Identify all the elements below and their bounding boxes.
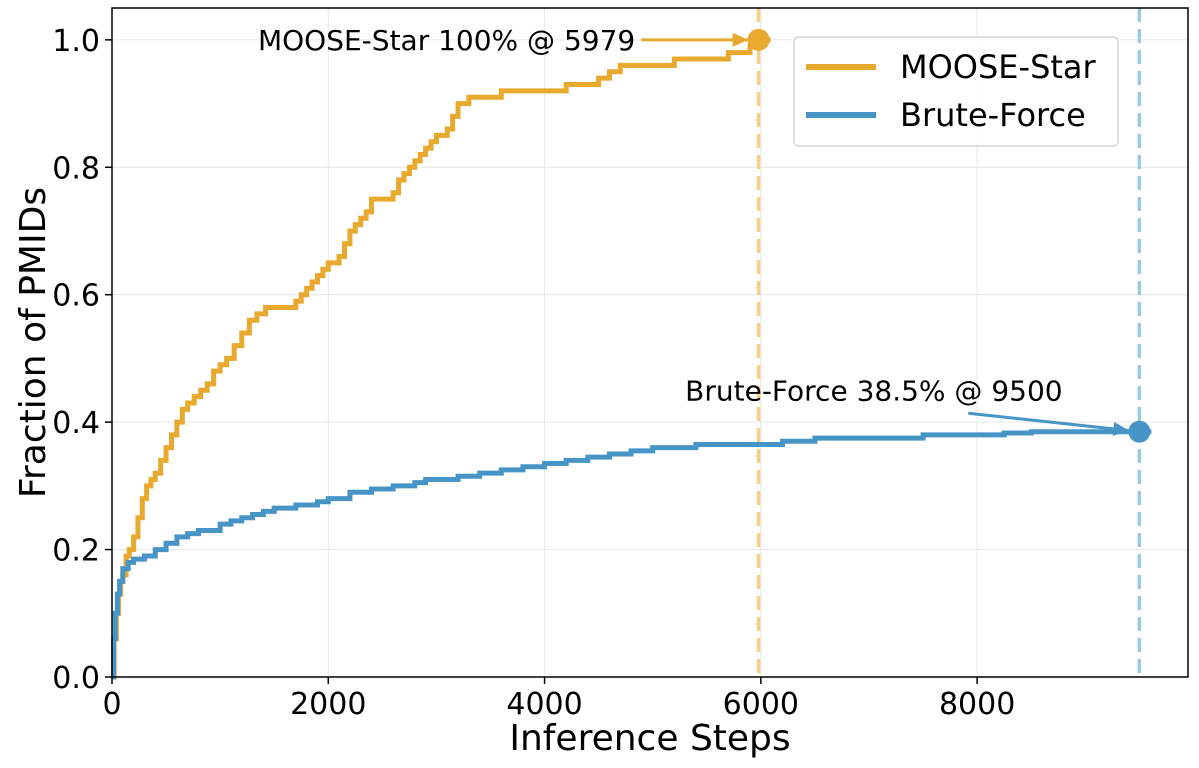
y-tick-label: 0.2 [52,534,100,569]
y-tick-label: 0.6 [52,279,100,314]
annotation-label: Brute-Force 38.5% @ 9500 [685,374,1062,407]
legend: MOOSE-Star Brute-Force [793,36,1119,147]
series-lines [111,37,1152,680]
annotation-arrow [968,411,1130,433]
plot-frame [111,7,1189,678]
y-tick-label: 0.0 [52,661,100,696]
annotation-label: MOOSE-Star 100% @ 5979 [258,24,635,57]
x-axis-label: Inference Steps [509,718,790,759]
x-tick-label: 6000 [723,687,799,722]
annotation-marker [1128,420,1151,443]
annotation-arrowhead [732,32,749,47]
series-line-brute-force [111,429,1152,680]
y-axis-ticks: 0.0 0.2 0.4 0.6 0.8 1.0 [52,24,112,696]
legend-label: Brute-Force [900,96,1086,134]
x-tick-label: 4000 [506,687,582,722]
annotation-arrowhead [1112,421,1130,436]
annotation-marker [747,28,770,51]
x-tick-label: 8000 [939,687,1015,722]
y-tick-label: 0.4 [52,406,100,441]
y-tick-label: 1.0 [52,24,100,59]
y-axis-label: Fraction of PMIDs [13,187,54,498]
legend-label: MOOSE-Star [900,48,1097,86]
x-tick-label: 2000 [290,687,366,722]
y-tick-label: 0.8 [52,151,100,186]
x-axis-ticks: 0 2000 4000 6000 8000 [102,677,1015,722]
series-line-moose-star [111,37,771,680]
annotations: MOOSE-Star 100% @ 5979 Brute-Force 38.5% … [258,24,1151,443]
vertical-reference-lines [756,8,1142,677]
x-tick-label: 0 [102,687,121,722]
